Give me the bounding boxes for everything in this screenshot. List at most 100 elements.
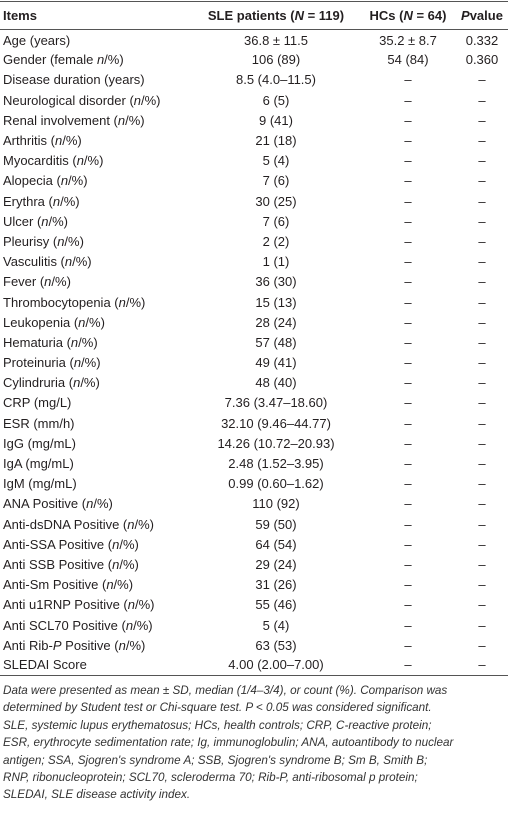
row-label: Hematuria (n/%) xyxy=(0,332,192,352)
table-row: Arthritis (n/%) 21 (18) – – xyxy=(0,130,508,150)
row-label: Anti-dsDNA Positive (n/%) xyxy=(0,514,192,534)
text-segment: = 119) xyxy=(303,8,345,23)
table-row: Renal involvement (n/%) 9 (41) – – xyxy=(0,110,508,130)
text-segment: n xyxy=(106,577,114,593)
cell: – xyxy=(478,254,486,270)
cell: 31 (26) xyxy=(255,577,297,593)
column-header: HCs (N = 64) xyxy=(360,1,456,30)
cell: – xyxy=(404,536,412,552)
cell: – xyxy=(478,395,486,411)
text-segment: /%) xyxy=(134,516,155,532)
cell: – xyxy=(478,496,486,512)
cell: – xyxy=(404,153,412,169)
cell: 54 (84) xyxy=(387,52,429,68)
cell: 59 (50) xyxy=(255,516,297,532)
cell: 6 (5) xyxy=(262,92,290,108)
text-segment: Renal involvement ( xyxy=(3,112,118,128)
text-segment: Vasculitis ( xyxy=(3,254,65,270)
cell: – xyxy=(478,314,486,330)
footnote-line: ESR, erythrocyte sedimentation rate; Ig,… xyxy=(3,736,454,750)
text-segment: Anti-dsDNA Positive ( xyxy=(3,516,128,532)
cell: 55 (46) xyxy=(255,597,297,613)
cell: – xyxy=(404,213,412,229)
row-label: Gender (female n/%) xyxy=(0,50,192,70)
cell: – xyxy=(478,415,486,431)
text-segment: /%) xyxy=(119,536,139,552)
text-segment: Alopecia ( xyxy=(3,173,61,189)
table-row: Gender (female n/%) 106 (89) 54 (84) 0.360 xyxy=(0,50,508,70)
text-segment: P xyxy=(52,637,62,653)
cell: – xyxy=(404,355,412,371)
cell: 64 (54) xyxy=(255,536,297,552)
text-segment: /%) xyxy=(141,92,161,108)
text-segment: value xyxy=(469,8,503,23)
table-row: Anti-Sm Positive (n/%) 31 (26) – – xyxy=(0,575,508,595)
text-segment: n xyxy=(127,516,135,532)
cell: – xyxy=(404,334,412,350)
cell: 7.36 (3.47–18.60) xyxy=(224,395,328,411)
text-segment: n xyxy=(52,193,61,209)
table-row: ESR (mm/h) 32.10 (9.46–44.77) – – xyxy=(0,413,508,433)
text-segment: Myocarditis ( xyxy=(3,153,77,169)
row-label: Pleurisy (n/%) xyxy=(0,231,192,251)
row-label: Neurological disorder (n/%) xyxy=(0,90,192,110)
row-label: Ulcer (n/%) xyxy=(0,211,192,231)
table-row: IgG (mg/mL) 14.26 (10.72–20.93) – – xyxy=(0,433,508,453)
column-header: SLE patients (N = 119) xyxy=(192,1,360,30)
cell: 32.10 (9.46–44.77) xyxy=(221,415,331,431)
text-segment: Fever ( xyxy=(3,274,45,290)
cell: – xyxy=(404,72,412,88)
table-row: Anti u1RNP Positive (n/%) 55 (46) – – xyxy=(0,595,508,615)
text-segment: n xyxy=(133,92,142,108)
text-segment: /%) xyxy=(135,597,155,613)
row-label: Erythra (n/%) xyxy=(0,191,192,211)
text-segment: n xyxy=(118,637,126,653)
text-segment: Hematuria ( xyxy=(3,334,71,350)
table-row: Cylindruria (n/%) 48 (40) – – xyxy=(0,373,508,393)
cell: – xyxy=(404,193,412,209)
row-label: IgA (mg/mL) xyxy=(3,456,74,472)
text-segment: Ulcer ( xyxy=(3,213,42,229)
text-segment: n xyxy=(60,173,69,189)
cell: – xyxy=(478,435,486,451)
cell: 29 (24) xyxy=(255,556,297,572)
text-segment: /%) xyxy=(104,52,124,68)
cell: – xyxy=(404,92,412,108)
cell: 35.2 ± 8.7 xyxy=(379,33,437,49)
table-row: Erythra (n/%) 30 (25) – – xyxy=(0,191,508,211)
row-label: Anti-SSA Positive (n/%) xyxy=(0,534,192,554)
cell: – xyxy=(404,395,412,411)
cell: – xyxy=(478,597,486,613)
text-segment: n xyxy=(70,334,79,350)
text-segment: Proteinuria ( xyxy=(3,355,74,371)
row-label: SLEDAI Score xyxy=(0,655,192,677)
text-segment: Erythra ( xyxy=(3,193,53,209)
cell: – xyxy=(478,516,486,532)
cell: – xyxy=(360,655,456,677)
text-segment: /%) xyxy=(113,577,134,593)
row-label: Arthritis (n/%) xyxy=(0,130,192,150)
cell: – xyxy=(404,637,412,653)
cell: 30 (25) xyxy=(255,193,297,209)
cell: – xyxy=(478,375,486,391)
cell: 28 (24) xyxy=(255,314,297,330)
cell: – xyxy=(404,516,412,532)
table-row: Anti-dsDNA Positive (n/%) 59 (50) – – xyxy=(0,514,508,534)
table-row: Anti Rib-P Positive (n/%) 63 (53) – – xyxy=(0,635,508,655)
text-segment: P xyxy=(461,8,470,23)
text-segment: Neurological disorder ( xyxy=(3,92,134,108)
cell: – xyxy=(478,153,486,169)
text-segment: n xyxy=(78,314,86,330)
row-label: Anti u1RNP Positive (n/%) xyxy=(0,595,192,615)
cell: – xyxy=(478,133,486,149)
text-segment: Positive ( xyxy=(61,637,119,653)
text-segment: /%) xyxy=(125,112,145,128)
table-row: Myocarditis (n/%) 5 (4) – – xyxy=(0,151,508,171)
cell: 7 (6) xyxy=(262,173,290,189)
text-segment: N xyxy=(294,8,304,23)
cell: – xyxy=(478,334,486,350)
text-segment: n xyxy=(76,153,84,169)
footnote-line: Data were presented as mean ± SD, median… xyxy=(3,684,448,697)
table-row: Vasculitis (n/%) 1 (1) – – xyxy=(0,252,508,272)
text-segment: /%) xyxy=(62,133,82,149)
